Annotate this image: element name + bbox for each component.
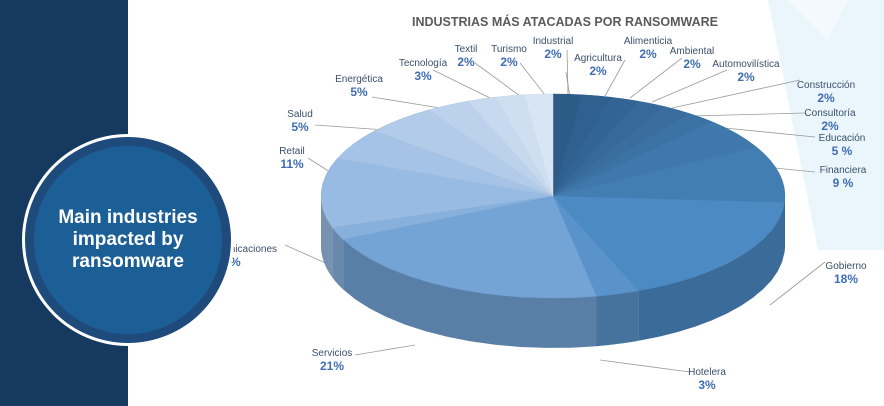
background-decoration (768, 0, 884, 250)
slice-side-retail (321, 196, 333, 278)
leader-lines (284, 49, 826, 373)
slice-label-tecnologia: Tecnología 3% (398, 58, 448, 83)
slice-label-educacion: Educación 5 % (818, 133, 866, 158)
slice-financiera (552, 146, 786, 203)
slice-label-hotelera: Hotelera 3% (688, 367, 726, 392)
slice-side-servicios (343, 239, 597, 348)
slice-label-gobierno: Gobierno 18% (825, 261, 867, 286)
slice-retail (320, 158, 554, 228)
slice-label-salud: Salud 5% (287, 109, 313, 134)
slice-label-construccion: Construcción 2% (796, 80, 856, 105)
slice-label-consultoria: Consultoría 2% (804, 108, 856, 133)
slice-label-industrial: Industrial 2% (532, 36, 574, 61)
badge-text: Main industries impacted by ransomware (34, 146, 222, 334)
slice-label-agricultura: Agricultura 2% (574, 53, 622, 78)
slice-label-automovilistica: Automovilística 2% (712, 59, 780, 84)
slice-label-retail: Retail 11% (279, 146, 305, 171)
slice-side-telecomunicaciones (332, 227, 344, 290)
slice-label-textil: Textil 2% (454, 44, 478, 69)
slice-label-energetica: Energética 5% (335, 74, 383, 99)
chart-title: INDUSTRIAS MÁS ATACADAS POR RANSOMWARE (411, 15, 719, 29)
slice-label-ambiental: Ambiental 2% (669, 46, 715, 71)
topic-badge: Main industries impacted by ransomware (22, 134, 234, 346)
slice-side-gobierno (638, 202, 785, 341)
slice-gobierno (552, 195, 785, 292)
slice-label-financiera: Financiera 9 % (819, 165, 867, 190)
slice-side-hotelera (596, 290, 639, 347)
slice-label-servicios: Servicios 21% (311, 348, 353, 373)
slice-label-turismo: Turismo 2% (491, 44, 527, 69)
slice-side-financiera (784, 196, 785, 253)
slice-servicios (342, 195, 597, 299)
slice-label-alimenticia: Alimenticia 2% (623, 36, 673, 61)
slice-industrial (523, 93, 554, 197)
